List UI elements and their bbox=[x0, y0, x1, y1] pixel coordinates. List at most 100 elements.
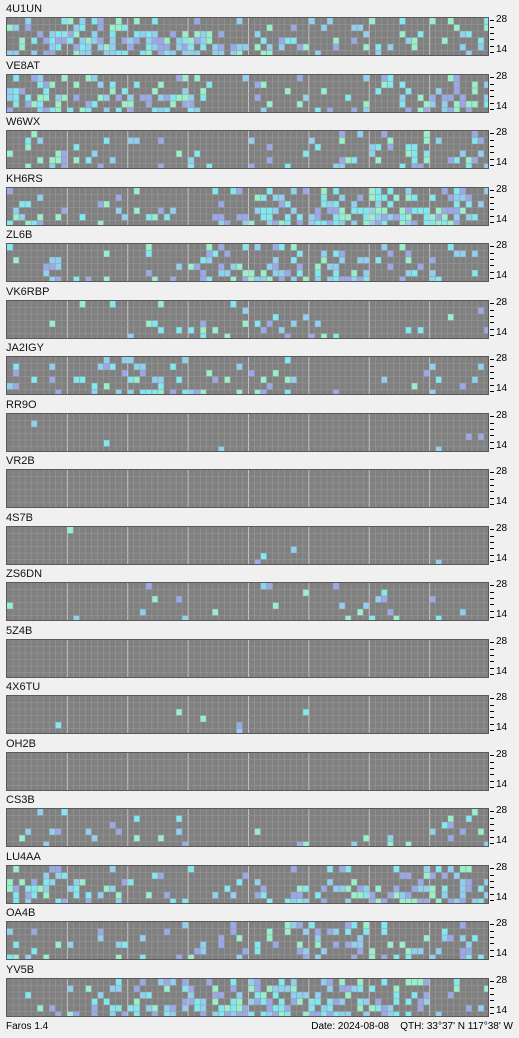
signal-cell bbox=[333, 44, 340, 51]
status-info: Date: 2024-08-08 QTH: 33°37' N 117°38' W bbox=[311, 1020, 513, 1034]
signal-cell bbox=[429, 213, 436, 220]
signal-cell bbox=[326, 928, 334, 935]
signal-cell bbox=[49, 376, 56, 383]
signal-cell bbox=[55, 872, 62, 879]
signal-cell bbox=[97, 363, 104, 370]
signal-cell bbox=[127, 107, 134, 112]
signal-cell bbox=[49, 865, 56, 872]
signal-cell bbox=[405, 898, 412, 903]
propagation-grid bbox=[6, 130, 489, 169]
signal-cell bbox=[345, 985, 352, 992]
band-tick bbox=[490, 378, 494, 379]
signal-cell bbox=[254, 559, 261, 564]
signal-cell bbox=[345, 898, 352, 903]
signal-cell bbox=[357, 978, 364, 985]
signal-cell bbox=[73, 81, 80, 88]
signal-cell bbox=[25, 200, 32, 207]
signal-cell bbox=[290, 998, 297, 1005]
signal-cell bbox=[284, 985, 291, 992]
signal-cell bbox=[230, 1004, 237, 1011]
signal-cell bbox=[55, 389, 62, 394]
signal-cell bbox=[163, 985, 171, 992]
station-callsign: RR9O bbox=[6, 398, 37, 411]
signal-cell bbox=[399, 100, 406, 107]
signal-cell bbox=[357, 998, 364, 1005]
signal-cell bbox=[351, 220, 358, 225]
band-tick bbox=[490, 592, 494, 593]
signal-cell bbox=[206, 37, 213, 44]
signal-cell bbox=[417, 31, 424, 38]
signal-cell bbox=[73, 891, 80, 898]
signal-cell bbox=[296, 220, 303, 225]
band-label-bottom: 14 bbox=[496, 948, 508, 959]
signal-cell bbox=[405, 87, 412, 94]
signal-cell bbox=[320, 220, 327, 225]
signal-cell bbox=[97, 37, 104, 44]
signal-cell bbox=[333, 207, 340, 214]
signal-cell bbox=[151, 87, 158, 94]
band-tick bbox=[490, 554, 494, 556]
signal-cell bbox=[260, 207, 267, 214]
signal-cell bbox=[284, 357, 291, 364]
signal-cell bbox=[242, 74, 249, 81]
band-label-bottom: 14 bbox=[496, 891, 508, 903]
signal-cell bbox=[157, 300, 164, 307]
signal-cell bbox=[345, 157, 352, 164]
signal-cell bbox=[242, 948, 249, 955]
signal-cell bbox=[459, 250, 466, 257]
signal-cell bbox=[230, 998, 237, 1005]
signal-cell bbox=[333, 187, 340, 194]
signal-cell bbox=[459, 100, 466, 107]
signal-cell bbox=[387, 609, 394, 616]
band-tick bbox=[490, 931, 494, 932]
signal-cell bbox=[7, 885, 14, 892]
signal-cell bbox=[13, 207, 20, 214]
signal-cell bbox=[429, 872, 436, 879]
propagation-grid bbox=[6, 186, 489, 226]
signal-cell bbox=[121, 100, 128, 107]
signal-cell bbox=[357, 935, 364, 942]
signal-cell bbox=[254, 94, 261, 101]
signal-cell bbox=[79, 18, 86, 25]
signal-cell bbox=[200, 715, 207, 722]
band-tick bbox=[490, 491, 494, 492]
signal-cell bbox=[290, 922, 297, 929]
signal-cell bbox=[453, 213, 460, 220]
signal-cell bbox=[61, 163, 68, 168]
signal-cell bbox=[200, 37, 207, 44]
signal-cell bbox=[429, 596, 436, 603]
signal-cell bbox=[248, 1011, 255, 1016]
signal-cell bbox=[326, 18, 334, 25]
signal-cell bbox=[357, 891, 364, 898]
signal-cell bbox=[133, 998, 140, 1005]
band-tick bbox=[490, 189, 494, 191]
signal-cell bbox=[182, 1004, 189, 1011]
signal-cell bbox=[423, 370, 430, 377]
band-tick bbox=[490, 673, 494, 675]
band-scale: 28 14 bbox=[490, 467, 519, 508]
propagation-grid bbox=[6, 638, 489, 678]
signal-cell bbox=[357, 985, 364, 992]
signal-cell bbox=[13, 100, 20, 107]
signal-cell bbox=[236, 1004, 243, 1011]
signal-cell bbox=[357, 1004, 364, 1011]
signal-cell bbox=[369, 207, 376, 214]
signal-cell bbox=[37, 74, 44, 81]
signal-cell bbox=[302, 898, 309, 903]
signal-cell bbox=[429, 18, 436, 25]
band-tick bbox=[490, 196, 494, 198]
signal-cell bbox=[115, 985, 122, 992]
signal-cell bbox=[103, 383, 110, 390]
signal-cell bbox=[163, 978, 171, 985]
signal-cell bbox=[423, 137, 430, 144]
signal-cell bbox=[381, 978, 388, 985]
signal-cell bbox=[296, 270, 303, 277]
signal-cell bbox=[242, 872, 249, 879]
signal-cell bbox=[266, 998, 273, 1005]
band-tick bbox=[490, 717, 494, 718]
signal-cell bbox=[447, 220, 454, 225]
signal-cell bbox=[399, 207, 406, 214]
signal-cell bbox=[483, 94, 488, 101]
propagation-grid bbox=[6, 525, 489, 565]
signal-cell bbox=[278, 1011, 285, 1016]
